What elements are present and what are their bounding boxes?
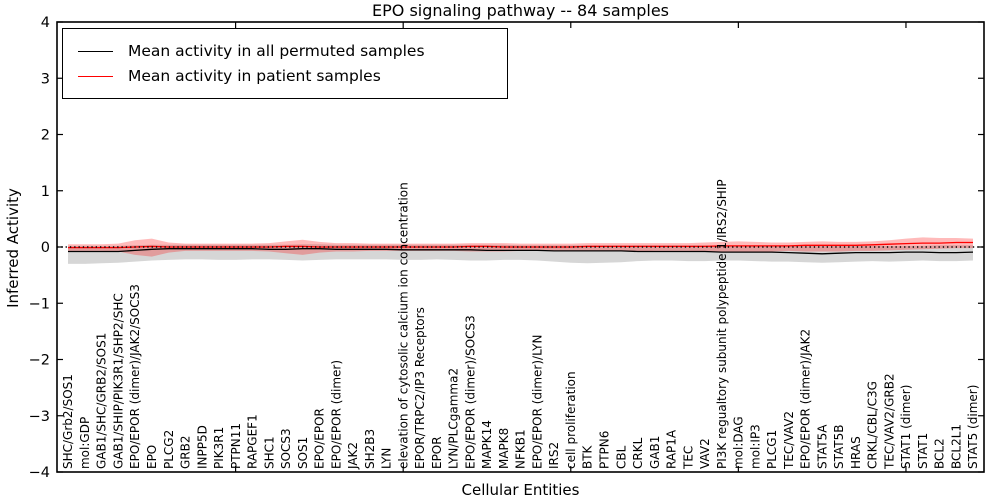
x-category-label: EPO/EPOR (dimer)/LYN bbox=[530, 335, 544, 469]
y-tick-label: 0 bbox=[41, 240, 50, 256]
x-category-label: PI3K regualtory subunit polypeptide 1/IR… bbox=[715, 179, 729, 469]
x-category-label: PLCG2 bbox=[162, 430, 176, 469]
x-category-label: MAPK14 bbox=[480, 420, 494, 469]
x-category-label: IRS2 bbox=[547, 442, 561, 469]
x-category-label: LYN bbox=[380, 448, 394, 469]
x-category-label: JAK2 bbox=[346, 442, 360, 470]
x-category-label: PIK3R1 bbox=[212, 427, 226, 469]
y-tick-label: −2 bbox=[29, 353, 50, 369]
legend-item-permuted: Mean activity in all permuted samples bbox=[78, 43, 507, 59]
legend-line-sample-red bbox=[78, 75, 113, 77]
x-category-label: STAT1 (dimer) bbox=[899, 385, 913, 469]
legend-label-permuted: Mean activity in all permuted samples bbox=[128, 42, 425, 60]
x-category-label: INPP5D bbox=[195, 425, 209, 469]
x-category-label: EPO/EPOR (dimer)/SOCS3 bbox=[463, 315, 477, 469]
x-category-label: TEC/VAV2/GRB2 bbox=[882, 373, 896, 470]
x-category-label: EPO/EPOR bbox=[313, 408, 327, 469]
x-category-label: TEC/VAV2 bbox=[782, 411, 796, 470]
x-category-label: HRAS bbox=[849, 436, 863, 469]
x-category-label: CRKL/CBL/C3G bbox=[866, 381, 880, 469]
x-category-label: TEC bbox=[681, 446, 695, 470]
x-category-label: PTPN6 bbox=[597, 431, 611, 469]
x-category-label: MAPK8 bbox=[497, 428, 511, 469]
x-category-label: CRKL bbox=[631, 437, 645, 469]
x-category-label: VAV2 bbox=[698, 438, 712, 469]
x-category-label: SOCS3 bbox=[279, 428, 293, 469]
y-tick-label: 4 bbox=[41, 15, 50, 31]
x-category-label: PTPN11 bbox=[229, 423, 243, 469]
legend-label-patient: Mean activity in patient samples bbox=[128, 67, 381, 85]
x-category-label: SOS1 bbox=[296, 437, 310, 469]
y-tick-label: 2 bbox=[41, 128, 50, 144]
x-category-label: RAPGEF1 bbox=[246, 414, 260, 469]
x-category-label: BCL2L1 bbox=[949, 424, 963, 469]
x-category-label: STAT5A bbox=[815, 424, 829, 469]
x-category-label: GAB1 bbox=[648, 436, 662, 469]
x-category-label: PLCG1 bbox=[765, 430, 779, 469]
x-category-label: SHC/Grb2/SOS1 bbox=[61, 374, 75, 469]
x-category-label: GRB2 bbox=[179, 435, 193, 469]
x-category-label: LYN/PLCgamma2 bbox=[447, 368, 461, 469]
x-category-label: STAT1 bbox=[916, 433, 930, 469]
patient-mean-line bbox=[68, 241, 973, 249]
x-category-label: STAT5B bbox=[832, 425, 846, 470]
legend-line-sample-black bbox=[78, 50, 113, 52]
x-category-label: SHC1 bbox=[262, 436, 276, 469]
x-category-label: EPO/EPOR (dimer) bbox=[329, 360, 343, 469]
y-tick-label: −3 bbox=[29, 409, 50, 425]
x-category-label: CBL bbox=[614, 445, 628, 469]
x-category-label: RAP1A bbox=[665, 429, 679, 469]
x-category-label: EPO/EPOR (dimer)/JAK2/SOCS3 bbox=[128, 284, 142, 469]
x-axis-label: Cellular Entities bbox=[461, 481, 580, 499]
y-tick-label: 1 bbox=[41, 184, 50, 200]
legend: Mean activity in all permuted samples Me… bbox=[62, 28, 508, 99]
x-category-label: elevation of cytosolic calcium ion conce… bbox=[396, 182, 410, 469]
legend-item-patient: Mean activity in patient samples bbox=[78, 68, 507, 84]
x-category-label: EPOR/TRPC2/IP3 Receptors bbox=[413, 307, 427, 469]
x-category-label: EPO bbox=[145, 445, 159, 469]
x-category-label: GAB1/SHIP/PIK3R1/SHP2/SHC bbox=[111, 293, 125, 469]
x-category-label: cell proliferation bbox=[564, 371, 578, 469]
y-axis-label: Inferred Activity bbox=[4, 188, 22, 308]
y-tick-label: −4 bbox=[29, 465, 50, 481]
permuted-mean-line bbox=[68, 248, 974, 255]
x-category-label: BTK bbox=[581, 444, 595, 469]
y-tick-label: −1 bbox=[29, 296, 50, 312]
chart-title: EPO signaling pathway -- 84 samples bbox=[372, 1, 669, 20]
y-tick-label: 3 bbox=[41, 71, 50, 87]
x-category-label: GAB1/SHC/GRB2/SOS1 bbox=[95, 333, 109, 469]
x-category-label: mol:DAG bbox=[732, 416, 746, 469]
x-category-label: STAT5 (dimer) bbox=[966, 385, 980, 469]
x-category-label: mol:IP3 bbox=[748, 424, 762, 469]
x-category-label: EPO/EPOR (dimer)/JAK2 bbox=[799, 329, 813, 469]
x-category-label: mol:GDP bbox=[78, 417, 92, 469]
x-category-label: SH2B3 bbox=[363, 429, 377, 469]
x-category-label: EPOR bbox=[430, 436, 444, 469]
x-category-label: NFKB1 bbox=[514, 429, 528, 469]
x-category-label: BCL2 bbox=[933, 438, 947, 469]
